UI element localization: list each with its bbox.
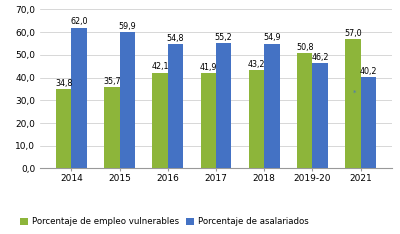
Bar <box>249 70 264 168</box>
Text: 35,7: 35,7 <box>103 77 121 86</box>
Bar <box>264 44 280 168</box>
Legend: Porcentaje de empleo vulnerables, Porcentaje de asalariados: Porcentaje de empleo vulnerables, Porcen… <box>20 217 308 226</box>
Text: 59,9: 59,9 <box>118 22 136 31</box>
Text: 62,0: 62,0 <box>70 17 88 26</box>
Bar <box>104 87 120 168</box>
Bar <box>312 63 328 168</box>
Text: 57,0: 57,0 <box>344 29 362 37</box>
Bar <box>168 44 183 168</box>
Text: 41,9: 41,9 <box>200 63 217 72</box>
Bar <box>56 89 72 168</box>
Bar <box>152 73 168 168</box>
Bar <box>72 28 87 168</box>
Bar <box>297 53 312 168</box>
Text: 40,2: 40,2 <box>360 67 377 76</box>
Text: 43,2: 43,2 <box>248 60 265 69</box>
Text: 46,2: 46,2 <box>311 53 329 62</box>
Text: 34,8: 34,8 <box>55 79 72 88</box>
Bar <box>360 77 376 168</box>
Bar <box>345 39 360 168</box>
Text: 55,2: 55,2 <box>215 33 232 42</box>
Text: *: * <box>353 90 356 96</box>
Text: 42,1: 42,1 <box>151 62 169 71</box>
Text: 54,9: 54,9 <box>263 33 281 42</box>
Text: 50,8: 50,8 <box>296 43 314 52</box>
Bar <box>200 73 216 168</box>
Bar <box>120 32 135 168</box>
Text: 54,8: 54,8 <box>167 33 184 43</box>
Bar <box>216 43 232 168</box>
